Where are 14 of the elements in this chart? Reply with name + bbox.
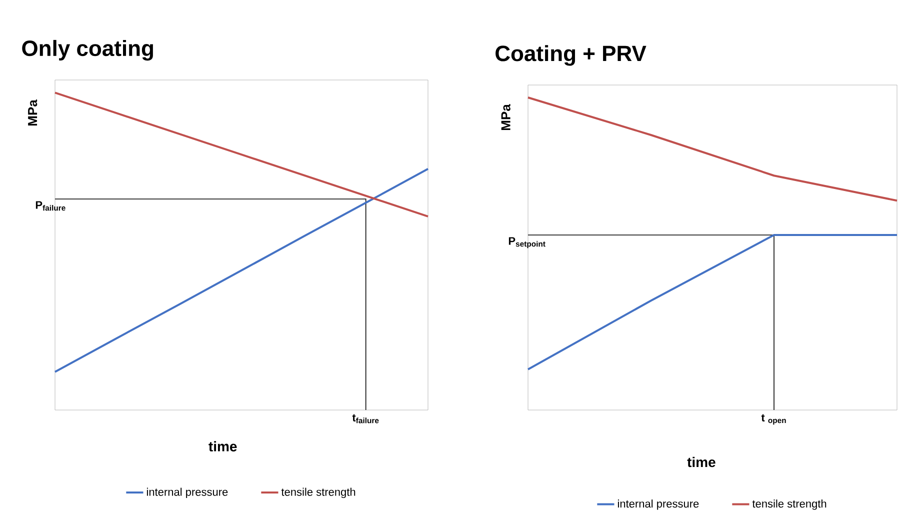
legend-label: internal pressure: [618, 500, 699, 510]
y-axis-title: MPa: [28, 100, 38, 126]
legend-label: tensile strength: [281, 488, 356, 498]
y-axis-title: MPa: [501, 104, 510, 130]
x-axis-title: time: [687, 456, 716, 468]
chart-title: Coating + PRV: [496, 45, 646, 66]
text: t$_{failure}$: [352, 414, 379, 424]
x-axis-title: time: [208, 441, 237, 452]
legend-label: tensile strength: [752, 500, 826, 510]
legend-label: internal pressure: [146, 488, 228, 498]
text: t $_{open}$: [761, 414, 786, 425]
ref-line-label: P$_{failure}$: [36, 201, 66, 211]
ref-line-label: P$_{setpoint}$: [508, 237, 546, 248]
chart-title: Only coating: [22, 40, 153, 61]
